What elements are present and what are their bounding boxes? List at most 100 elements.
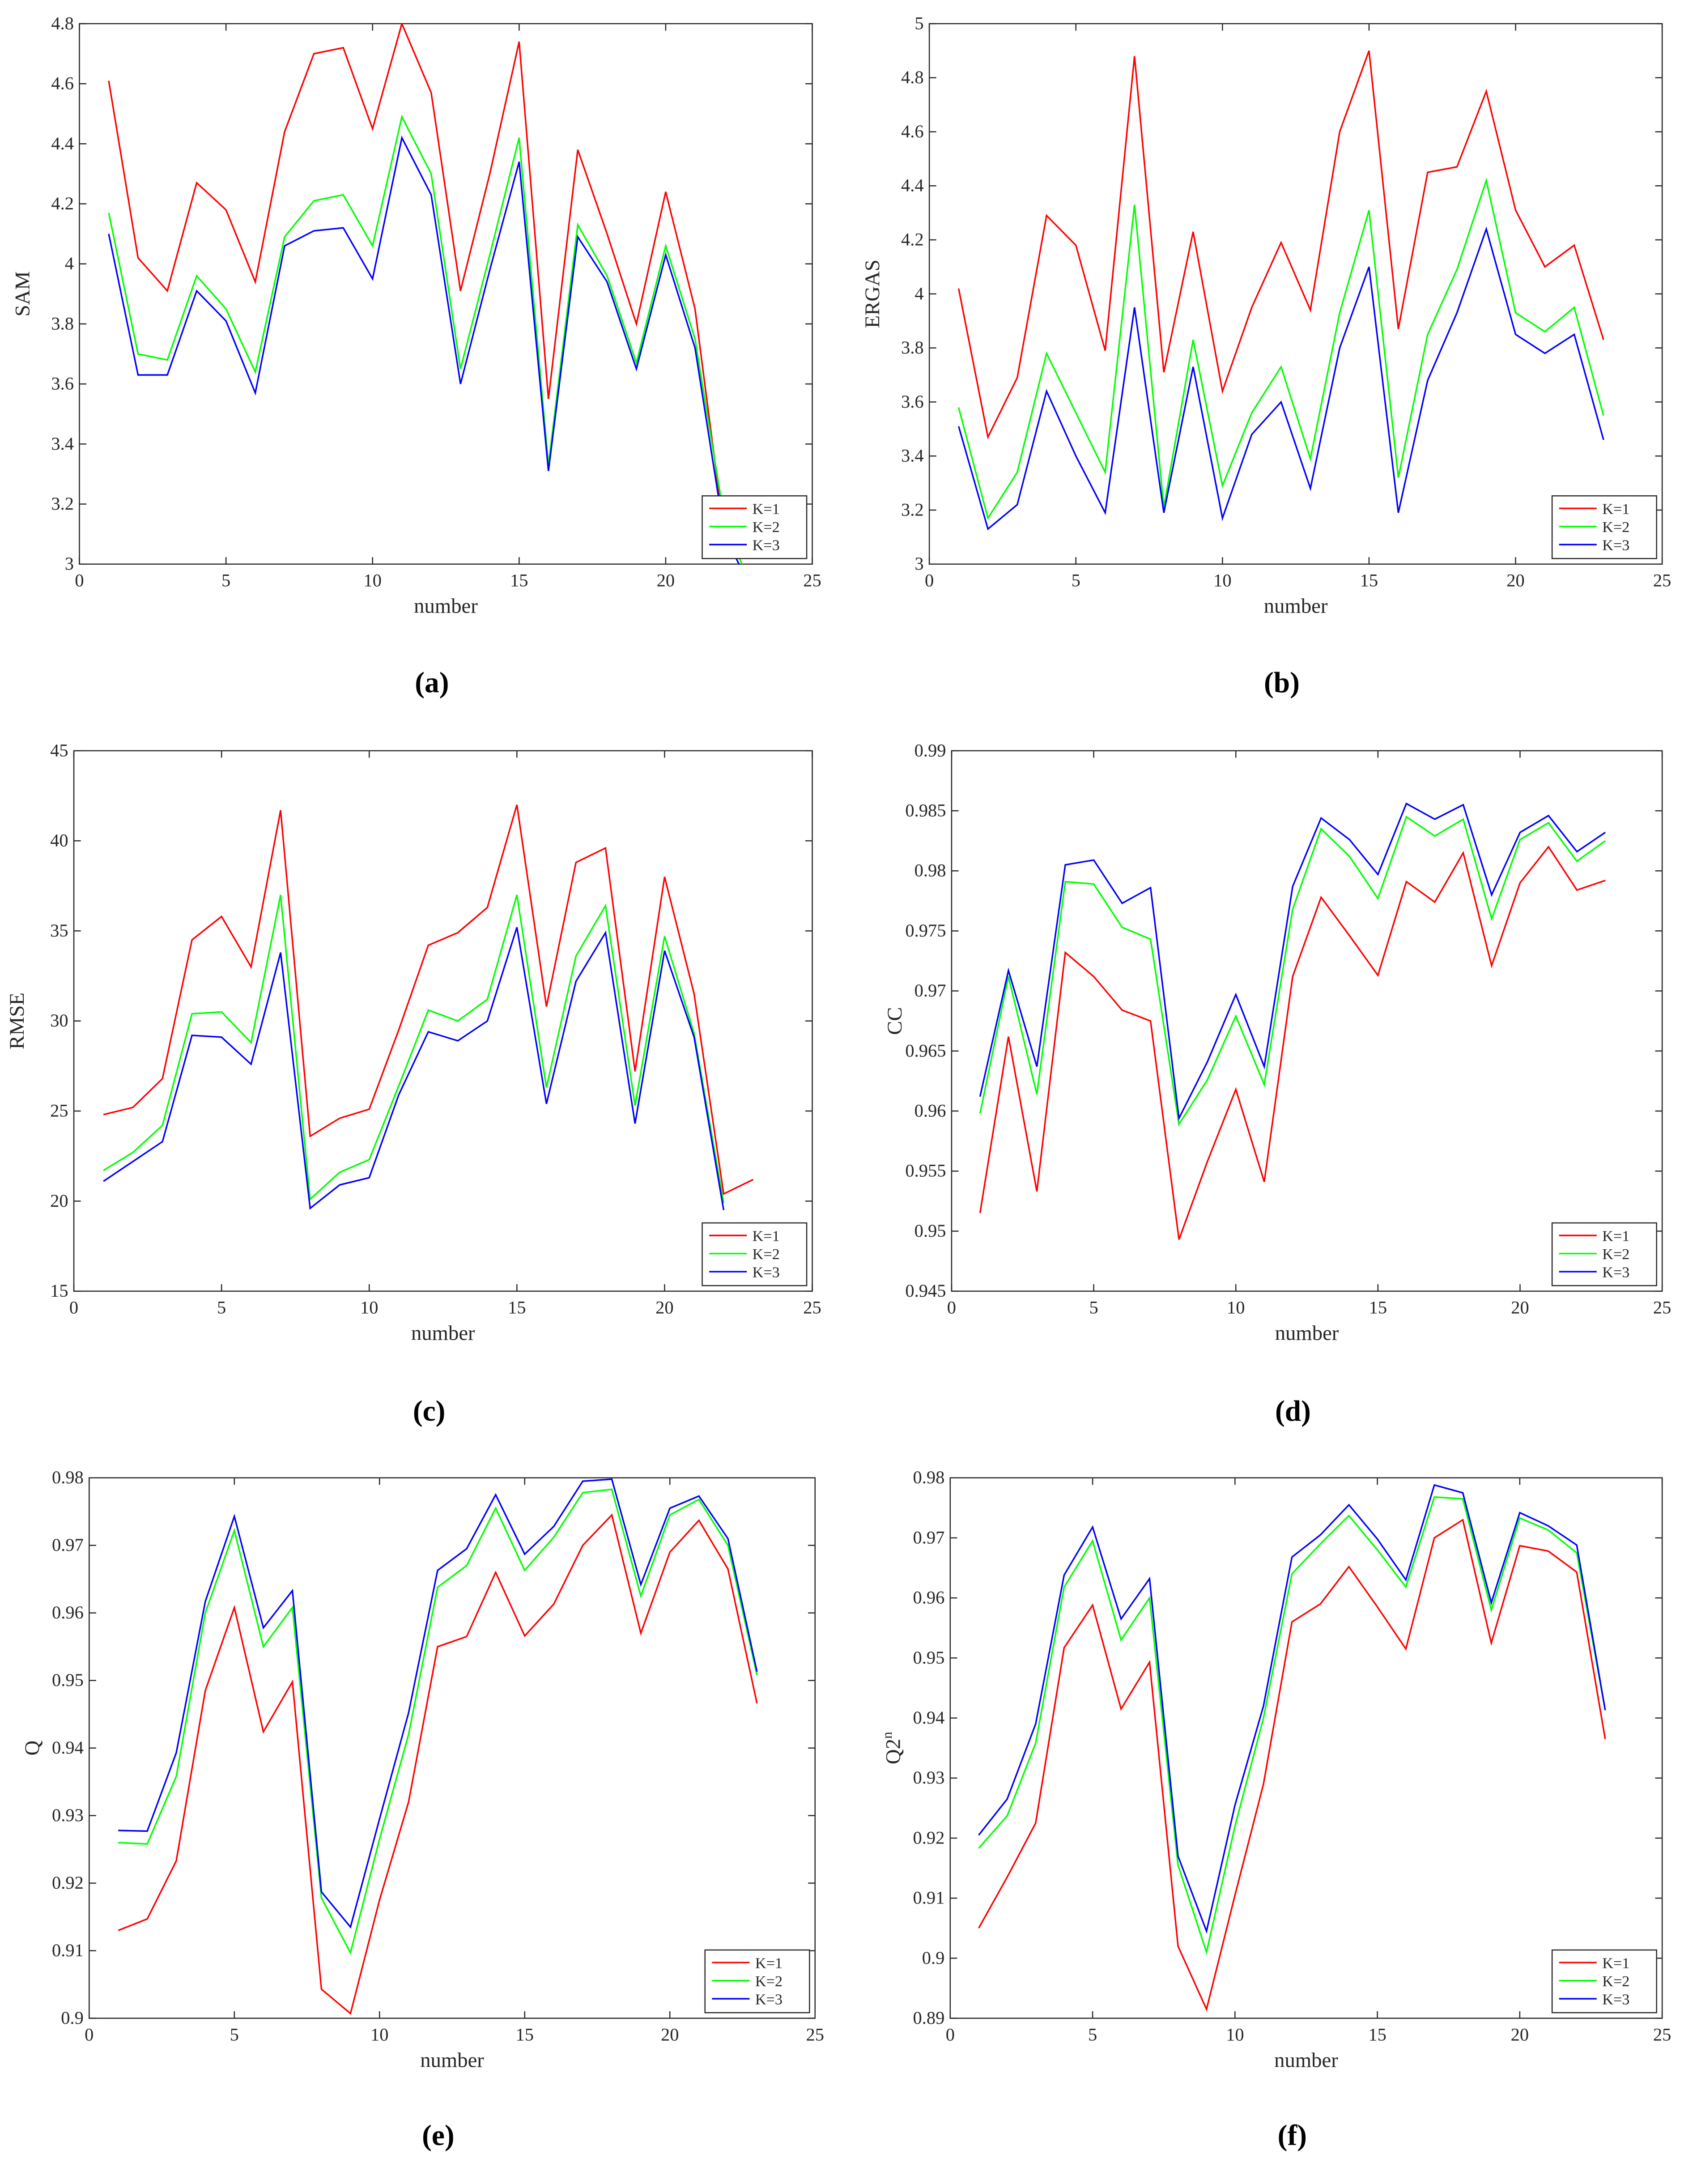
y-tick-label: 0.975: [905, 920, 946, 941]
x-tick-label: 20: [1511, 2024, 1529, 2044]
legend-label: K=1: [755, 1955, 783, 1972]
panel-label: (a): [415, 667, 449, 699]
x-tick-label: 5: [217, 1297, 226, 1317]
y-tick-label: 20: [50, 1191, 68, 1211]
y-axis-label-text: Q: [21, 1741, 44, 1756]
series-line: [978, 1484, 1606, 1934]
x-tick-label: 15: [510, 570, 528, 591]
panel-label: (f): [1278, 2120, 1307, 2152]
subplot: 0 5 10 15 20 25 15 20 25 30 35 40 45 number RMSE K=1K=2…: [5, 740, 821, 1427]
x-tick-label: 20: [1511, 1297, 1529, 1317]
lines: [957, 50, 1604, 531]
y-tick-label: 3.4: [51, 434, 74, 454]
y-tick-label: 35: [50, 920, 68, 941]
series-line: [118, 1513, 758, 2015]
panel-label: (c): [413, 1395, 446, 1427]
y-tick-label: 0.96: [913, 1588, 945, 1608]
legend-label: K=2: [753, 1246, 780, 1263]
panel-label: (d): [1275, 1395, 1311, 1427]
legend: K=1K=2K=3: [1551, 495, 1657, 559]
x-tick-label: 20: [1506, 570, 1524, 591]
series-line: [979, 845, 1606, 1240]
series-line: [979, 815, 1606, 1127]
series-line: [108, 23, 740, 564]
series-line: [103, 805, 754, 1195]
x-axis-label: number: [414, 595, 478, 618]
axes-box: [951, 750, 1663, 1292]
lines: [978, 1484, 1606, 2012]
y-axis-label-text: CC: [883, 1007, 906, 1035]
y-tick-label: 4: [914, 283, 923, 303]
x-tick-label: 5: [1072, 570, 1080, 591]
y-tick-label: 0.9: [61, 2008, 84, 2028]
y-tick-label: 0.9: [922, 1948, 945, 1968]
legend-label: K=3: [1602, 1991, 1629, 2008]
x-tick-label: 10: [1213, 570, 1231, 591]
y-tick-label: 0.92: [52, 1873, 84, 1893]
legend-label: K=2: [1602, 1246, 1629, 1263]
series-line: [103, 927, 725, 1210]
y-tick-label: 4.6: [51, 73, 74, 94]
legend-label: K=2: [753, 519, 780, 536]
legend-label: K=1: [1602, 1955, 1629, 1972]
y-tick-label: 4.8: [901, 67, 924, 87]
x-axis-label: number: [411, 1322, 475, 1345]
x-tick-label: 0: [75, 570, 84, 591]
y-tick-label: 4.8: [51, 13, 74, 33]
x-tick-label: 5: [230, 2024, 239, 2044]
y-axis-label-text: Q2: [882, 1739, 905, 1764]
legend-label: K=2: [1602, 1973, 1629, 1990]
y-tick-label: 3.2: [51, 494, 74, 514]
axes-box: [73, 750, 813, 1292]
legend-label: K=3: [1602, 1264, 1629, 1281]
y-tick-label: 0.97: [914, 980, 946, 1000]
y-tick-label: 0.89: [913, 2008, 945, 2028]
x-tick-label: 20: [657, 570, 675, 591]
legend-label: K=1: [753, 1228, 780, 1245]
y-tick-label: 0.96: [914, 1101, 946, 1121]
series-line: [118, 1488, 758, 1955]
y-axis-label: RMSE: [5, 992, 29, 1049]
y-tick-label: 0.94: [913, 1707, 945, 1728]
x-tick-label: 15: [1368, 2024, 1386, 2044]
y-axis-label: CC: [883, 1007, 906, 1035]
y-axis-label: Q: [21, 1741, 44, 1756]
series-line: [108, 114, 743, 564]
lines: [979, 802, 1606, 1240]
y-tick-label: 30: [50, 1010, 68, 1030]
y-axis-label-text: SAM: [11, 271, 34, 316]
x-tick-label: 15: [516, 2024, 534, 2044]
series-line: [103, 894, 725, 1203]
legend-label: K=3: [753, 537, 780, 554]
y-tick-label: 0.98: [52, 1467, 84, 1487]
y-tick-label: 4.2: [901, 229, 924, 249]
legend-box: [704, 1949, 810, 2014]
subplot: 0 5 10 15 20 25 0.945 0.95 0.955 0.96 0.965 0.97 0.9…: [883, 740, 1671, 1427]
legend-label: K=3: [755, 1991, 783, 2008]
lines: [118, 1478, 758, 2015]
legend-label: K=3: [1602, 537, 1629, 554]
y-tick-label: 0.95: [914, 1221, 946, 1241]
x-tick-label: 20: [655, 1297, 673, 1317]
x-tick-label: 0: [947, 1297, 956, 1317]
lines: [103, 805, 754, 1210]
legend: K=1K=2K=3: [1551, 1222, 1657, 1286]
y-tick-label: 40: [50, 830, 68, 851]
y-tick-label: 0.97: [52, 1535, 84, 1555]
y-tick-label: 3.8: [51, 313, 74, 333]
y-axis-label: Q2n: [879, 1732, 905, 1764]
y-tick-label: 4: [65, 253, 74, 273]
legend: K=1K=2K=3: [702, 495, 808, 559]
series-line: [108, 135, 740, 564]
x-tick-label: 25: [1653, 570, 1671, 591]
x-tick-label: 0: [925, 570, 934, 591]
x-tick-label: 25: [1653, 2024, 1671, 2044]
y-tick-label: 0.92: [913, 1827, 945, 1848]
y-tick-label: 45: [50, 740, 68, 760]
y-tick-label: 0.97: [913, 1527, 945, 1547]
series-line: [118, 1478, 758, 1929]
x-axis-label: number: [1264, 595, 1328, 618]
x-tick-label: 25: [1653, 1297, 1671, 1317]
series-line: [957, 177, 1604, 520]
